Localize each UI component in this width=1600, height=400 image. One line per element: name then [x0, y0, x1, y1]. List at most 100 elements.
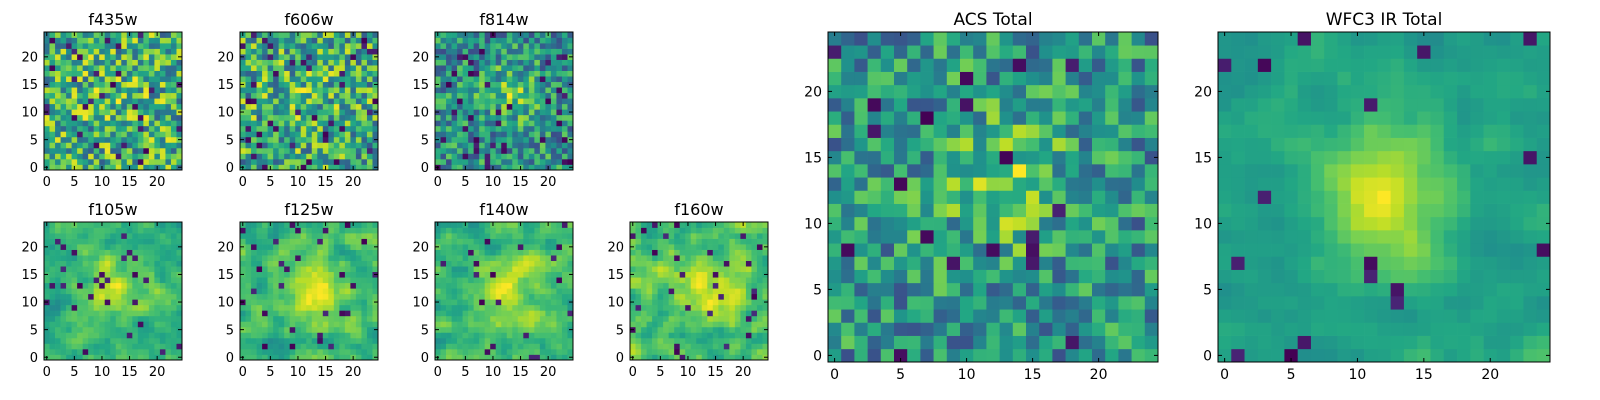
heatmap-cell — [77, 321, 83, 328]
heatmap-cell — [490, 43, 497, 49]
heatmap-cell — [751, 244, 758, 250]
heatmap-cell — [756, 249, 763, 256]
heatmap-cell — [71, 59, 78, 66]
heatmap-cell — [262, 332, 268, 339]
heatmap-cell — [468, 271, 474, 278]
heatmap-cell — [946, 322, 961, 336]
heatmap-cell — [523, 131, 530, 138]
heatmap-cell — [1131, 348, 1146, 363]
heatmap-cell — [93, 131, 100, 138]
heatmap-cell — [77, 109, 83, 116]
heatmap-cell — [528, 315, 535, 322]
heatmap-cell — [880, 216, 895, 231]
heatmap-cell — [690, 222, 697, 228]
heatmap-cell — [534, 233, 541, 239]
heatmap-cell — [1118, 243, 1132, 257]
heatmap-cell — [745, 244, 752, 250]
heatmap-cell — [251, 354, 257, 361]
heatmap-cell — [501, 249, 508, 256]
heatmap-cell — [960, 256, 974, 270]
heatmap-cell — [880, 282, 895, 297]
heatmap-cell — [256, 310, 263, 317]
heatmap-cell — [300, 260, 307, 267]
heatmap-cell — [49, 321, 56, 328]
heatmap-cell — [245, 343, 252, 350]
heatmap-cell — [121, 222, 128, 228]
heatmap-cell — [523, 244, 530, 250]
heatmap-cell — [361, 277, 368, 284]
heatmap-cell — [110, 87, 117, 94]
heatmap-cell — [361, 153, 368, 160]
heatmap-cell — [262, 37, 268, 44]
heatmap-cell — [545, 343, 552, 350]
heatmap-cell — [355, 293, 362, 300]
heatmap-cell — [328, 114, 335, 121]
heatmap-cell — [170, 222, 177, 228]
heatmap-cell — [701, 255, 708, 261]
heatmap-cell — [740, 227, 747, 234]
heatmap-cell — [854, 177, 868, 191]
heatmap-cell — [267, 92, 274, 99]
heatmap-cell — [440, 238, 447, 245]
heatmap-cell — [446, 65, 452, 71]
heatmap-cell — [457, 164, 463, 171]
heatmap-cell — [143, 142, 150, 149]
heatmap-cell — [44, 59, 50, 66]
heatmap-cell — [77, 81, 83, 88]
heatmap-cell — [484, 343, 491, 350]
heatmap-cell — [273, 131, 279, 138]
heatmap-cell — [245, 125, 252, 132]
heatmap-cell — [170, 282, 177, 289]
heatmap-cell — [479, 238, 486, 245]
heatmap-cell — [66, 271, 72, 278]
heatmap-cell — [284, 153, 291, 160]
heatmap-cell — [734, 321, 741, 328]
heatmap-cell — [501, 222, 508, 228]
heatmap-cell — [49, 76, 56, 83]
heatmap-cell — [93, 233, 100, 239]
heatmap-cell — [490, 326, 497, 333]
heatmap-cell — [289, 238, 296, 245]
heatmap-cell — [154, 81, 161, 88]
heatmap-cell — [1144, 190, 1159, 204]
heatmap-cell — [55, 354, 61, 361]
heatmap-cell — [539, 114, 546, 121]
heatmap-cell — [137, 310, 144, 317]
heatmap-cell — [484, 59, 491, 66]
heatmap-cell — [366, 310, 373, 317]
heatmap-cell — [756, 266, 763, 273]
heatmap-cell — [712, 233, 719, 239]
heatmap-cell — [104, 249, 111, 256]
heatmap-cell — [479, 288, 486, 295]
heatmap-cell — [49, 227, 56, 234]
heatmap-cell — [734, 260, 741, 267]
heatmap-cell — [756, 315, 763, 322]
x-tick-label: 0 — [239, 175, 247, 190]
heatmap-cell — [350, 142, 357, 149]
heatmap-cell — [495, 109, 502, 116]
heatmap-cell — [561, 147, 568, 154]
heatmap-cell — [284, 32, 291, 38]
heatmap-cell — [479, 271, 486, 278]
heatmap-cell — [512, 249, 519, 256]
heatmap-cell — [440, 260, 447, 267]
heatmap-cell — [148, 120, 155, 127]
heatmap-cell — [339, 238, 346, 245]
heatmap-cell — [121, 109, 128, 116]
heatmap-cell — [170, 70, 177, 77]
heatmap-cell — [920, 309, 934, 323]
heatmap-cell — [712, 244, 719, 250]
heatmap-cell — [907, 256, 921, 270]
heatmap-cell — [344, 142, 351, 149]
heatmap-cell — [718, 310, 725, 317]
heatmap-cell — [99, 81, 106, 88]
heatmap-cell — [539, 158, 546, 165]
heatmap-cell — [317, 233, 324, 239]
heatmap-cell — [93, 87, 100, 94]
heatmap-cell — [251, 260, 257, 267]
heatmap-cell — [104, 158, 111, 165]
heatmap-cell — [1105, 164, 1119, 178]
heatmap-cell — [278, 249, 285, 256]
heatmap-cell — [451, 255, 458, 261]
